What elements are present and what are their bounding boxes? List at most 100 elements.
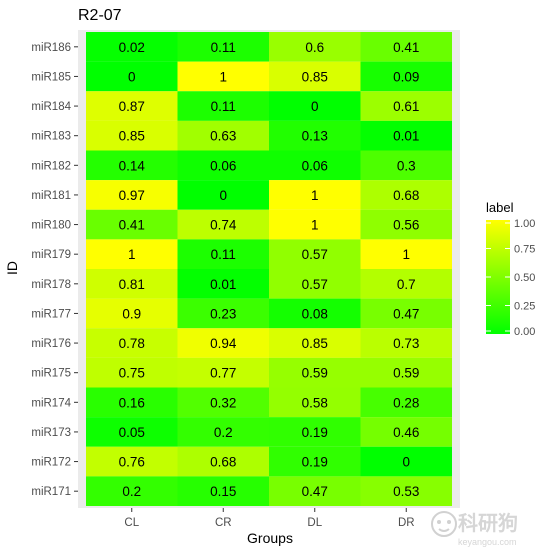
- cell-value-label: 0.41: [393, 40, 419, 55]
- heatmap-cell-miR179-DR: [360, 239, 452, 269]
- heatmap-cell-miR174-CL: [86, 387, 178, 418]
- cell-value-label: 0.2: [214, 425, 233, 440]
- cell-value-label: 0.85: [302, 336, 328, 351]
- cell-value-label: 1: [311, 218, 319, 233]
- cell-value-label: 1: [128, 247, 136, 262]
- heatmap-cell-miR185-CR: [177, 61, 269, 92]
- cell-value-label: 0.46: [393, 425, 419, 440]
- cell-value-label: 0.85: [302, 69, 328, 84]
- heatmap-cell-miR178-CR: [177, 269, 269, 299]
- heatmap-cell-miR177-CL: [86, 298, 178, 329]
- cell-value-label: 0: [311, 99, 319, 114]
- heatmap-cell-miR171-DR: [360, 476, 452, 506]
- cell-value-label: 0.16: [119, 395, 145, 410]
- y-tick-label: miR175: [31, 368, 71, 380]
- heatmap-cell-miR175-DR: [360, 357, 452, 388]
- heatmap-cell-miR181-DL: [269, 180, 361, 210]
- y-tick-label: miR186: [31, 42, 71, 54]
- heatmap-cell-miR182-CR: [177, 150, 269, 181]
- heatmap-cell-miR171-CL: [86, 476, 178, 506]
- heatmap-cell-miR183-DL: [269, 120, 361, 151]
- heatmap-cell-miR183-DR: [360, 120, 452, 151]
- cell-value-label: 0.57: [302, 247, 328, 262]
- cell-value-label: 0.01: [210, 277, 236, 292]
- cell-value-label: 0.68: [393, 188, 419, 203]
- cell-value-label: 0.97: [119, 188, 145, 203]
- heatmap-cell-miR183-CL: [86, 120, 178, 151]
- cell-value-label: 0.11: [211, 247, 236, 262]
- cell-value-label: 0.02: [119, 40, 145, 55]
- heatmap-cell-miR174-CR: [177, 387, 269, 418]
- cell-value-label: 0.13: [302, 129, 328, 144]
- cell-value-label: 0.08: [302, 306, 328, 321]
- cell-value-label: 0.09: [393, 69, 419, 84]
- cell-value-label: 0.77: [210, 366, 236, 381]
- heatmap-cell-miR183-CR: [177, 120, 269, 151]
- dog-logo-icon: [431, 511, 457, 537]
- heatmap-cell-miR184-CR: [177, 91, 269, 121]
- cell-value-label: 0.61: [393, 99, 419, 114]
- cell-value-label: 0.14: [119, 158, 146, 173]
- heatmap-cell-miR172-DL: [269, 446, 361, 477]
- watermark: 科研狗 keyangou.com: [431, 511, 518, 547]
- cell-value-label: 0.58: [302, 395, 328, 410]
- cell-value-label: 0.56: [393, 218, 419, 233]
- y-tick-label: miR183: [31, 131, 71, 143]
- chart-title: R2-07: [78, 7, 122, 24]
- cell-value-label: 0.94: [210, 336, 237, 351]
- heatmap-cell-miR181-CL: [86, 180, 178, 210]
- heatmap-cell-miR176-CR: [177, 328, 269, 358]
- cell-value-label: 0.74: [210, 218, 237, 233]
- heatmap-cell-miR186-CL: [86, 32, 178, 62]
- cell-value-label: 0.41: [119, 218, 145, 233]
- cell-value-label: 0.59: [393, 366, 419, 381]
- heatmap-cell-miR181-DR: [360, 180, 452, 210]
- cell-value-label: 0.9: [122, 306, 141, 321]
- heatmap-cell-miR184-CL: [86, 91, 178, 121]
- heatmap-cell-miR182-DL: [269, 150, 361, 181]
- heatmap-cell-miR178-DL: [269, 269, 361, 299]
- heatmap-cell-miR171-DL: [269, 476, 361, 506]
- legend: label 0.00 0.25 0.50 0.75 1.00: [486, 200, 535, 338]
- heatmap-cell-miR180-CR: [177, 209, 269, 240]
- cell-value-label: 0.23: [210, 306, 236, 321]
- heatmap-cell-miR184-DL: [269, 91, 361, 121]
- cell-value-label: 0.85: [119, 129, 145, 144]
- legend-title: label: [486, 200, 514, 215]
- heatmap-cell-miR174-DR: [360, 387, 452, 418]
- cell-value-label: 0.59: [302, 366, 328, 381]
- cell-value-label: 0.11: [211, 99, 236, 114]
- heatmap-cell-miR171-CR: [177, 476, 269, 506]
- cell-value-label: 0.57: [302, 277, 328, 292]
- cell-value-label: 0.3: [397, 158, 416, 173]
- cell-value-label: 1: [219, 69, 227, 84]
- heatmap-cell-miR177-DR: [360, 298, 452, 329]
- heatmap-cell-miR186-DL: [269, 32, 361, 62]
- cell-value-label: 0.76: [119, 455, 145, 470]
- cell-value-label: 0.2: [122, 484, 141, 499]
- heatmap-cell-miR175-DL: [269, 357, 361, 388]
- heatmap-cells: 0.02 0.11 0.6 0.41 0 1 0.85 0.09 0.87 0.11 0 0.61 0.…: [86, 32, 452, 506]
- heatmap-cell-miR182-CL: [86, 150, 178, 181]
- heatmap-cell-miR184-DR: [360, 91, 452, 121]
- y-tick-label: miR176: [31, 338, 71, 350]
- heatmap-cell-miR177-DL: [269, 298, 361, 329]
- heatmap-cell-miR181-CR: [177, 180, 269, 210]
- heatmap-cell-miR186-CR: [177, 32, 269, 62]
- heatmap-cell-miR177-CR: [177, 298, 269, 329]
- heatmap-cell-miR182-DR: [360, 150, 452, 181]
- y-tick-label: miR173: [31, 427, 71, 439]
- heatmap-cell-miR176-CL: [86, 328, 178, 358]
- cell-value-label: 0.19: [302, 425, 328, 440]
- y-tick-label: miR174: [31, 397, 71, 409]
- heatmap-cell-miR174-DL: [269, 387, 361, 418]
- x-axis-title: Groups: [247, 530, 293, 546]
- cell-value-label: 0.7: [397, 277, 416, 292]
- heatmap-cell-miR173-DL: [269, 417, 361, 447]
- cell-value-label: 0.63: [210, 129, 236, 144]
- heatmap-cell-miR180-DL: [269, 209, 361, 240]
- cell-value-label: 0.47: [302, 484, 328, 499]
- y-tick-label: miR184: [31, 101, 71, 113]
- x-axis-ticks: CL CR DL DR: [124, 508, 415, 529]
